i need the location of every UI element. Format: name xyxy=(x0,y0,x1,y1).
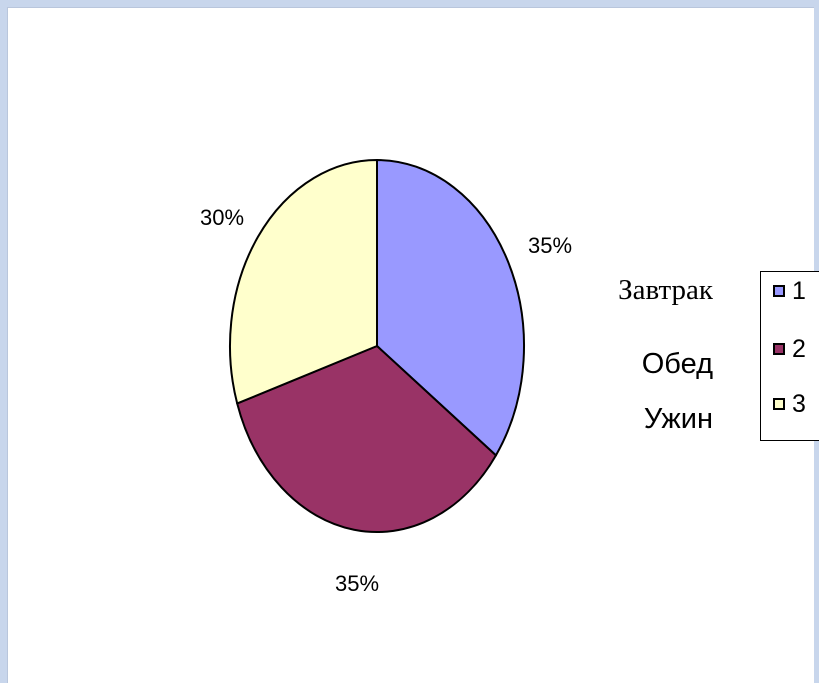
legend-label-2: 2 xyxy=(792,334,806,363)
pie-slice-breakfast xyxy=(376,159,525,457)
legend-swatch-1 xyxy=(773,285,785,297)
legend-swatch-2 xyxy=(773,343,785,355)
slide-frame: 35% 35% 30% Завтрак Обед Ужин 1 2 3 xyxy=(7,7,819,683)
chart-legend: 1 2 3 xyxy=(760,271,819,441)
legend-label-3: 3 xyxy=(792,389,806,418)
data-label-lunch: 35% xyxy=(335,571,379,596)
pie-slices xyxy=(229,159,525,533)
legend-item-3: 3 xyxy=(773,389,806,419)
pie-data-labels: 35% 35% 30% xyxy=(200,205,572,596)
data-label-breakfast: 35% xyxy=(528,233,572,258)
legend-label-1: 1 xyxy=(792,276,806,305)
category-label-dinner: Ужин xyxy=(643,403,713,435)
category-label-lunch: Обед xyxy=(641,348,713,380)
legend-item-1: 1 xyxy=(773,276,806,306)
category-label-breakfast: Завтрак xyxy=(618,274,713,306)
legend-swatch-3 xyxy=(773,398,785,410)
pie-slice-dinner xyxy=(229,159,378,405)
pie-slice-lunch xyxy=(236,345,497,533)
pie-chart: 35% 35% 30% xyxy=(200,159,572,596)
legend-item-2: 2 xyxy=(773,334,806,364)
data-label-dinner: 30% xyxy=(200,205,244,230)
